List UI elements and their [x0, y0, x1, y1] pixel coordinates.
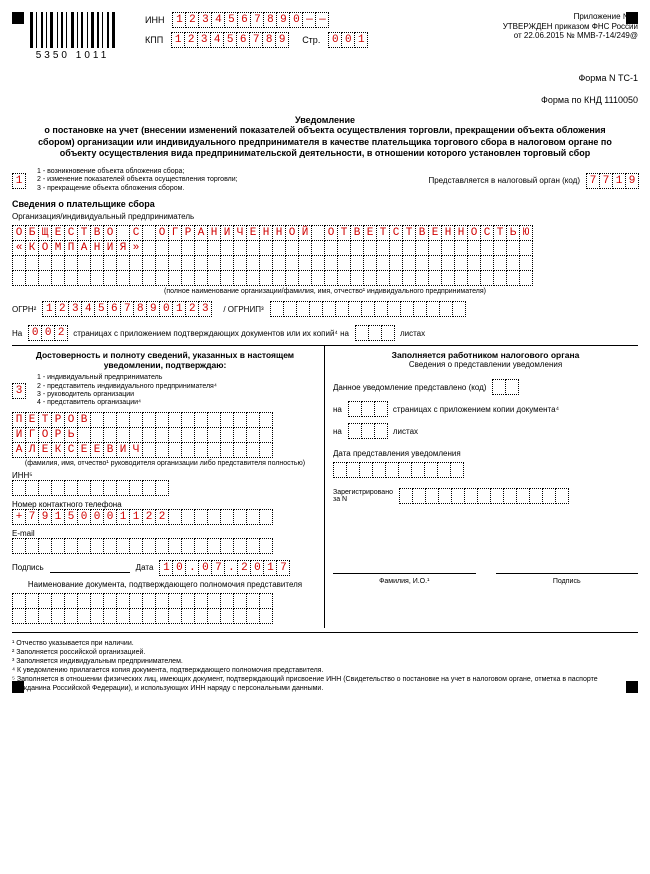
org-label: Организация/индивидуальный предпринимате… — [12, 212, 638, 221]
corner-marker — [12, 12, 24, 24]
barcode: 5350 1011 — [30, 12, 115, 61]
right-l1: Данное уведомление представлено (код) — [333, 383, 486, 392]
email-label: E-mail — [12, 529, 318, 538]
copies-text: страницах с приложением подтверждающих д… — [73, 329, 349, 338]
corner-marker — [626, 681, 638, 693]
org-name-line3 — [12, 255, 638, 271]
page-label: Стр. — [302, 35, 320, 45]
phone-cells: +79150001122 — [12, 509, 318, 525]
pages-cells: 002 — [28, 325, 67, 341]
kpp-label: КПП — [145, 35, 163, 45]
repr-legend: 1 - индивидуальный предприниматель 2 - п… — [37, 374, 217, 408]
right-code-cells — [492, 379, 518, 395]
form-code-1: Форма N ТС-1 — [12, 73, 638, 83]
org-caption: (полное наименование организации/фамилия… — [12, 288, 638, 295]
ogrn-cells: 1234567890123 — [42, 301, 211, 317]
payer-section-header: Сведения о плательщике сбора — [12, 199, 638, 209]
fio-caption: (фамилия, имя, отчество¹ руководителя ор… — [12, 460, 318, 467]
footnotes: ¹ Отчество указывается при наличии. ² За… — [12, 639, 638, 694]
decree-block: Приложение № 1 УТВЕРЖДЕН приказом ФНС Ро… — [478, 12, 638, 41]
notification-body: о постановке на учет (внесении изменений… — [32, 125, 618, 160]
tax-authority-label: Представляется в налоговый орган (код) — [428, 176, 580, 185]
right-sheets-cells — [348, 423, 387, 439]
na-label: На — [12, 329, 22, 338]
phone-label: Номер контактного телефона — [12, 500, 318, 509]
right-sign-line — [496, 564, 639, 574]
doc-name-line2 — [12, 608, 318, 624]
inn-cells: 1234567890—— — [172, 12, 328, 28]
email-cells — [12, 538, 318, 554]
org-name-line1: ОБЩЕСТВО С ОГРАНИЧЕННОЙ ОТВЕТСТВЕННОСТЬЮ — [12, 225, 638, 241]
inn5-label: ИНН⁵ — [12, 471, 318, 480]
reason-legend: 1 - возникновение объекта обложения сбор… — [37, 168, 238, 193]
sign-label-left: Подпись — [12, 563, 44, 572]
ogrnip-label: / ОГРНИП³ — [223, 305, 263, 314]
org-name-line2: «КОМПАНИЯ» — [12, 240, 638, 256]
copies-cells — [355, 325, 394, 341]
surname-cells: ПЕТРОВ — [12, 412, 318, 428]
ogrnip-cells — [270, 301, 465, 317]
notification-title: Уведомление — [12, 115, 638, 125]
right-subtitle: Сведения о представлении уведомления — [333, 360, 638, 369]
right-fio-line — [333, 564, 476, 574]
right-pages-cells — [348, 401, 387, 417]
right-reg-label: Зарегистрировано за N — [333, 489, 393, 503]
confirm-title: Достоверность и полноту сведений, указан… — [12, 350, 318, 370]
signature-line — [50, 563, 130, 573]
ogrn-label: ОГРН² — [12, 305, 36, 314]
doc-name-line1 — [12, 593, 318, 609]
date-cells: 10.07.2017 — [159, 560, 289, 576]
right-date-label: Дата представления уведомления — [333, 449, 638, 458]
org-name-line4 — [12, 270, 638, 286]
reason-code-cell: 1 — [12, 173, 25, 189]
kpp-cells: 123456789 — [171, 32, 288, 48]
doc-caption: Наименование документа, подтверждающего … — [12, 580, 318, 589]
form-code-2: Форма по КНД 1110050 — [12, 95, 638, 105]
patronymic-cells: АЛЕКСЕЕВИЧ — [12, 442, 318, 458]
corner-marker — [12, 681, 24, 693]
page-cells: 001 — [328, 32, 367, 48]
right-reg-cells — [399, 488, 568, 504]
corner-marker — [626, 12, 638, 24]
barcode-number: 5350 1011 — [36, 50, 110, 61]
right-title: Заполняется работником налогового органа — [333, 350, 638, 360]
date-label: Дата — [136, 563, 154, 572]
form-page: 5350 1011 ИНН 1234567890—— КПП 123456789… — [12, 12, 638, 693]
inn5-cells — [12, 480, 318, 496]
inn-label: ИНН — [145, 15, 164, 25]
firstname-cells: ИГОРЬ — [12, 427, 318, 443]
right-date-cells — [333, 462, 638, 478]
sheets-label: листах — [400, 329, 425, 338]
repr-code-cell: 3 — [12, 383, 25, 399]
tax-authority-cells: 7719 — [586, 173, 638, 189]
